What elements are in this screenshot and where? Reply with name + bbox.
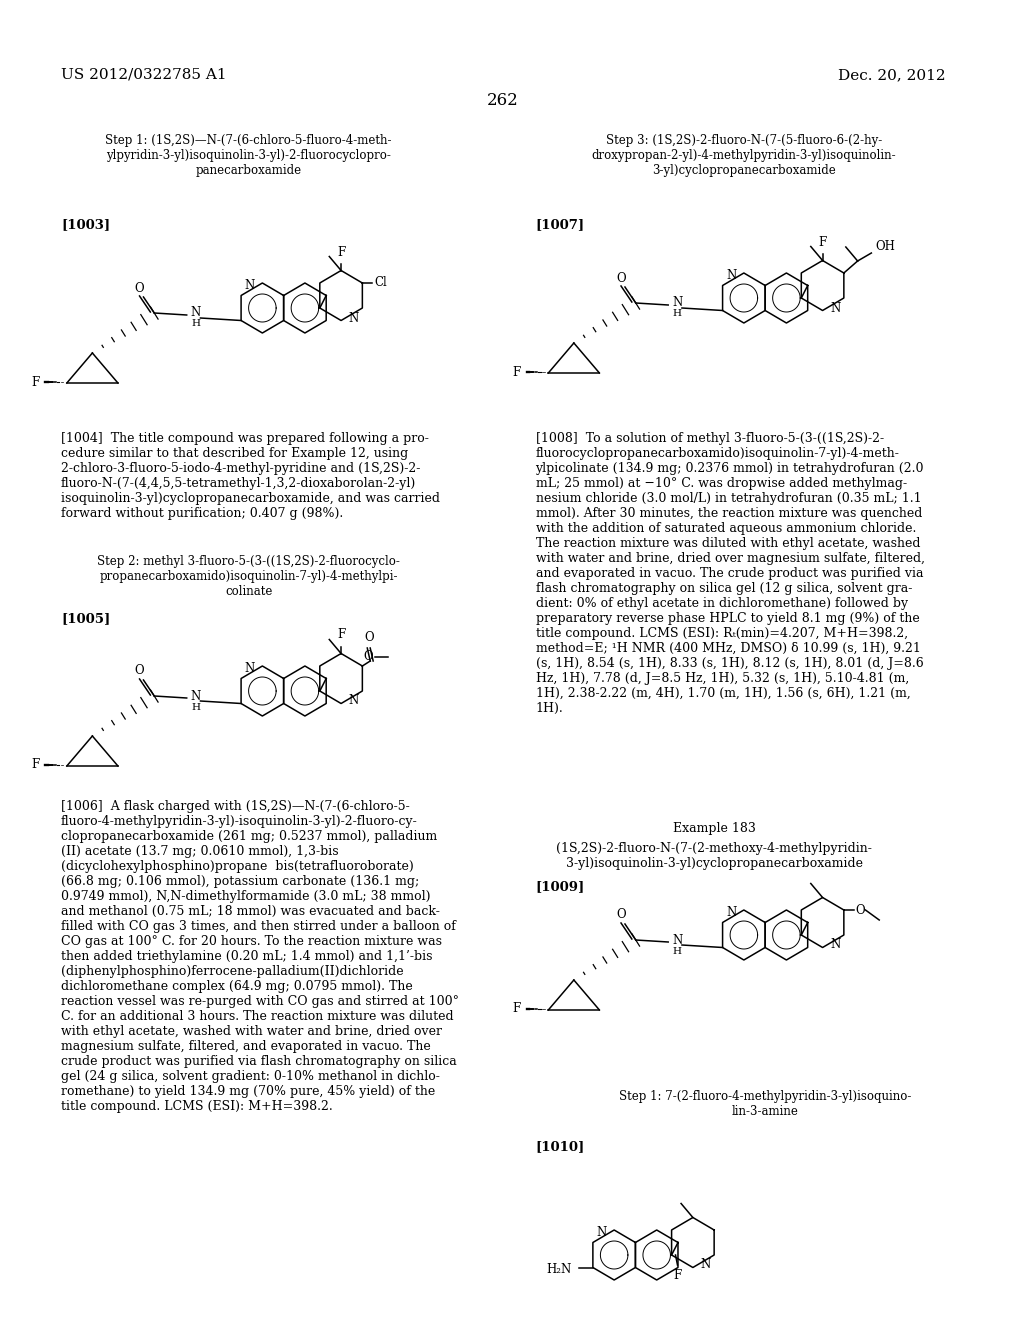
Text: N: N <box>349 312 359 325</box>
Text: F: F <box>674 1269 682 1282</box>
Text: [1006]  A flask charged with (1S,2S)—N-(7-(6-chloro-5-
fluoro-4-methylpyridin-3-: [1006] A flask charged with (1S,2S)—N-(7… <box>60 800 459 1113</box>
Text: US 2012/0322785 A1: US 2012/0322785 A1 <box>60 69 226 82</box>
Text: O: O <box>135 664 144 677</box>
Text: [1009]: [1009] <box>536 880 585 894</box>
Text: Step 1: 7-(2-fluoro-4-methylpyridin-3-yl)isoquino-
lin-3-amine: Step 1: 7-(2-fluoro-4-methylpyridin-3-yl… <box>620 1090 911 1118</box>
Text: Step 1: (1S,2S)—N-(7-(6-chloro-5-fluoro-4-meth-
ylpyridin-3-yl)isoquinolin-3-yl): Step 1: (1S,2S)—N-(7-(6-chloro-5-fluoro-… <box>105 135 392 177</box>
Text: N: N <box>245 663 255 675</box>
Text: [1005]: [1005] <box>60 612 111 624</box>
Text: F: F <box>513 1002 521 1015</box>
Text: O: O <box>364 651 373 664</box>
Text: N: N <box>726 906 736 919</box>
Text: Cl: Cl <box>374 276 387 289</box>
Text: O: O <box>365 631 374 644</box>
Text: 262: 262 <box>487 92 519 110</box>
Text: O: O <box>856 903 865 916</box>
Text: F: F <box>818 235 826 248</box>
Text: Example 183: Example 183 <box>673 822 756 836</box>
Text: H: H <box>673 946 682 956</box>
Text: F: F <box>31 375 39 388</box>
Text: H: H <box>673 309 682 318</box>
Text: N: N <box>190 689 201 702</box>
Text: H₂N: H₂N <box>546 1263 571 1276</box>
Text: [1004]  The title compound was prepared following a pro-
cedure similar to that : [1004] The title compound was prepared f… <box>60 432 440 520</box>
Text: F: F <box>31 759 39 771</box>
Text: [1003]: [1003] <box>60 218 110 231</box>
Text: N: N <box>700 1258 711 1271</box>
Text: N: N <box>830 939 841 952</box>
Text: [1008]  To a solution of methyl 3-fluoro-5-(3-((1S,2S)-2-
fluorocyclopropanecarb: [1008] To a solution of methyl 3-fluoro-… <box>536 432 925 715</box>
Text: N: N <box>596 1226 606 1239</box>
Text: N: N <box>726 269 736 282</box>
Text: F: F <box>337 628 345 642</box>
Text: Step 3: (1S,2S)-2-fluoro-N-(7-(5-fluoro-6-(2-hy-
droxypropan-2-yl)-4-methylpyrid: Step 3: (1S,2S)-2-fluoro-N-(7-(5-fluoro-… <box>592 135 896 177</box>
Text: N: N <box>245 279 255 292</box>
Text: O: O <box>616 908 626 921</box>
Text: O: O <box>135 281 144 294</box>
Text: Dec. 20, 2012: Dec. 20, 2012 <box>838 69 945 82</box>
Text: H: H <box>191 319 200 329</box>
Text: [1010]: [1010] <box>536 1140 585 1152</box>
Text: N: N <box>190 306 201 319</box>
Text: N: N <box>672 297 682 309</box>
Text: N: N <box>349 694 359 708</box>
Text: OH: OH <box>876 240 895 253</box>
Text: N: N <box>830 301 841 314</box>
Text: F: F <box>337 246 345 259</box>
Text: Step 2: methyl 3-fluoro-5-(3-((1S,2S)-2-fluorocyclo-
propanecarboxamido)isoquino: Step 2: methyl 3-fluoro-5-(3-((1S,2S)-2-… <box>97 554 400 598</box>
Text: F: F <box>513 366 521 379</box>
Text: N: N <box>672 933 682 946</box>
Text: (1S,2S)-2-fluoro-N-(7-(2-methoxy-4-methylpyridin-
3-yl)isoquinolin-3-yl)cyclopro: (1S,2S)-2-fluoro-N-(7-(2-methoxy-4-methy… <box>556 842 872 870</box>
Text: H: H <box>191 702 200 711</box>
Text: [1007]: [1007] <box>536 218 585 231</box>
Text: O: O <box>616 272 626 285</box>
